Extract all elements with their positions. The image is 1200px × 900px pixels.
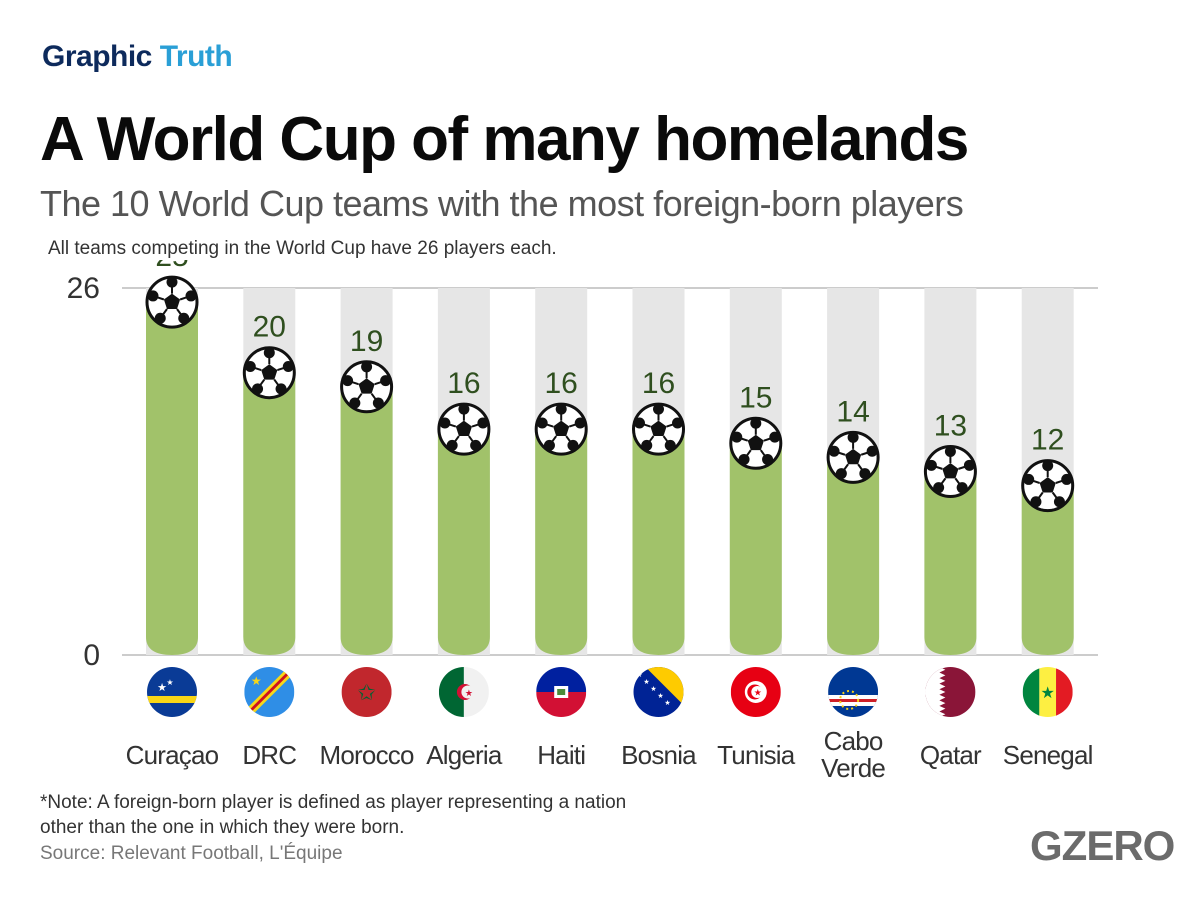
bar	[632, 429, 685, 655]
bar	[827, 457, 880, 655]
soccer-ball-icon	[1021, 459, 1075, 513]
bar-chart: 02625★★Curaçao20★DRC19✩Morocco16★Algeria…	[67, 260, 1098, 783]
svg-text:★: ★	[251, 674, 262, 688]
footnote: *Note: A foreign-born player is defined …	[40, 790, 740, 840]
bar	[243, 372, 296, 655]
bar	[340, 386, 393, 655]
bar-group: 15 ★ Tunisia	[717, 288, 797, 770]
category-label: Haiti	[537, 740, 585, 770]
drc-flag-icon: ★	[244, 667, 295, 717]
soccer-ball-icon	[437, 402, 491, 456]
soccer-ball-icon	[242, 346, 296, 400]
soccer-ball-icon	[729, 416, 783, 470]
category-label: Qatar	[920, 740, 982, 770]
brand-label: Graphic Truth	[42, 40, 233, 74]
chart-title: A World Cup of many homelands	[40, 105, 969, 174]
soccer-ball-icon	[632, 402, 685, 456]
bar-group: 20 ★ DRC	[242, 288, 297, 770]
value-label: 13	[934, 410, 967, 443]
y-tick-label: 26	[67, 272, 100, 305]
bar-group: 12 ★ Senegal	[1003, 288, 1093, 770]
bar	[729, 443, 782, 655]
svg-text:★: ★	[657, 692, 663, 700]
svg-text:★: ★	[754, 688, 762, 698]
svg-text:★: ★	[664, 699, 670, 707]
bar-group: 16 ★ Algeria	[426, 288, 504, 770]
algeria-flag-icon: ★	[438, 667, 489, 717]
footnote-line-1: *Note: A foreign-born player is defined …	[40, 792, 627, 813]
svg-text:★: ★	[636, 671, 642, 679]
category-label: Morocco	[320, 740, 414, 770]
morocco-flag-icon: ✩	[341, 667, 392, 717]
category-label: Algeria	[426, 740, 503, 770]
footnote-line-2: other than the one in which they were bo…	[40, 817, 405, 838]
soccer-ball-icon	[923, 445, 977, 498]
svg-text:✩: ✩	[357, 680, 375, 705]
svg-text:★: ★	[157, 682, 167, 694]
bar-group: 16 Haiti	[534, 288, 588, 770]
bar-group: 19 ✩ Morocco	[320, 288, 415, 770]
category-label: Bosnia	[621, 740, 697, 770]
bosnia-flag-icon: ★★★★★	[633, 667, 684, 717]
bar	[146, 302, 198, 655]
value-label: 20	[253, 311, 286, 344]
bar-group: 13 Qatar	[920, 288, 983, 770]
bar	[924, 471, 977, 655]
value-label: 25	[155, 260, 188, 273]
value-label: 12	[1031, 424, 1064, 457]
bar-group: 16★★★★★Bosnia	[621, 288, 698, 770]
svg-text:★: ★	[465, 688, 473, 698]
qatar-flag-icon	[925, 667, 976, 717]
category-label: Tunisia	[717, 740, 796, 770]
y-tick-label: 0	[83, 639, 100, 672]
svg-text:★: ★	[1041, 685, 1055, 702]
value-label: 19	[350, 325, 383, 358]
bar-group: 14 Cabo Verde	[821, 288, 886, 783]
tunisia-flag-icon: ★	[730, 667, 781, 717]
value-label: 14	[836, 395, 869, 428]
svg-text:★: ★	[650, 685, 656, 693]
soccer-ball-icon	[826, 430, 880, 484]
gzero-logo: GZERO	[1030, 822, 1175, 869]
brand-part1: Graphic	[42, 40, 152, 73]
chart-subtitle: The 10 World Cup teams with the most for…	[40, 183, 964, 224]
axis-note: All teams competing in the World Cup hav…	[48, 238, 557, 259]
category-label: Curaçao	[126, 740, 219, 770]
svg-text:★: ★	[643, 678, 649, 686]
senegal-flag-icon: ★	[1022, 667, 1073, 717]
source-text: Source: Relevant Football, L'Équipe	[40, 843, 343, 864]
category-label: Cabo Verde	[821, 726, 885, 783]
curacao-flag-icon: ★ ★	[147, 667, 197, 717]
bar	[535, 429, 588, 655]
value-label: 16	[545, 367, 578, 400]
soccer-ball-icon	[145, 275, 199, 329]
value-label: 16	[447, 367, 480, 400]
soccer-ball-icon	[340, 360, 394, 414]
haiti-flag-icon	[536, 667, 587, 717]
value-label: 16	[642, 367, 675, 400]
bar	[1021, 485, 1074, 655]
brand-part2: Truth	[159, 40, 233, 73]
category-label: DRC	[242, 740, 296, 770]
svg-text:★: ★	[166, 678, 173, 687]
category-label: Senegal	[1003, 740, 1093, 770]
soccer-ball-icon	[534, 402, 588, 456]
cabo-verde-flag-icon	[828, 667, 879, 717]
bar-group: 25 ★★ Curaçao	[126, 260, 220, 770]
bar	[437, 429, 490, 655]
value-label: 15	[739, 381, 772, 414]
